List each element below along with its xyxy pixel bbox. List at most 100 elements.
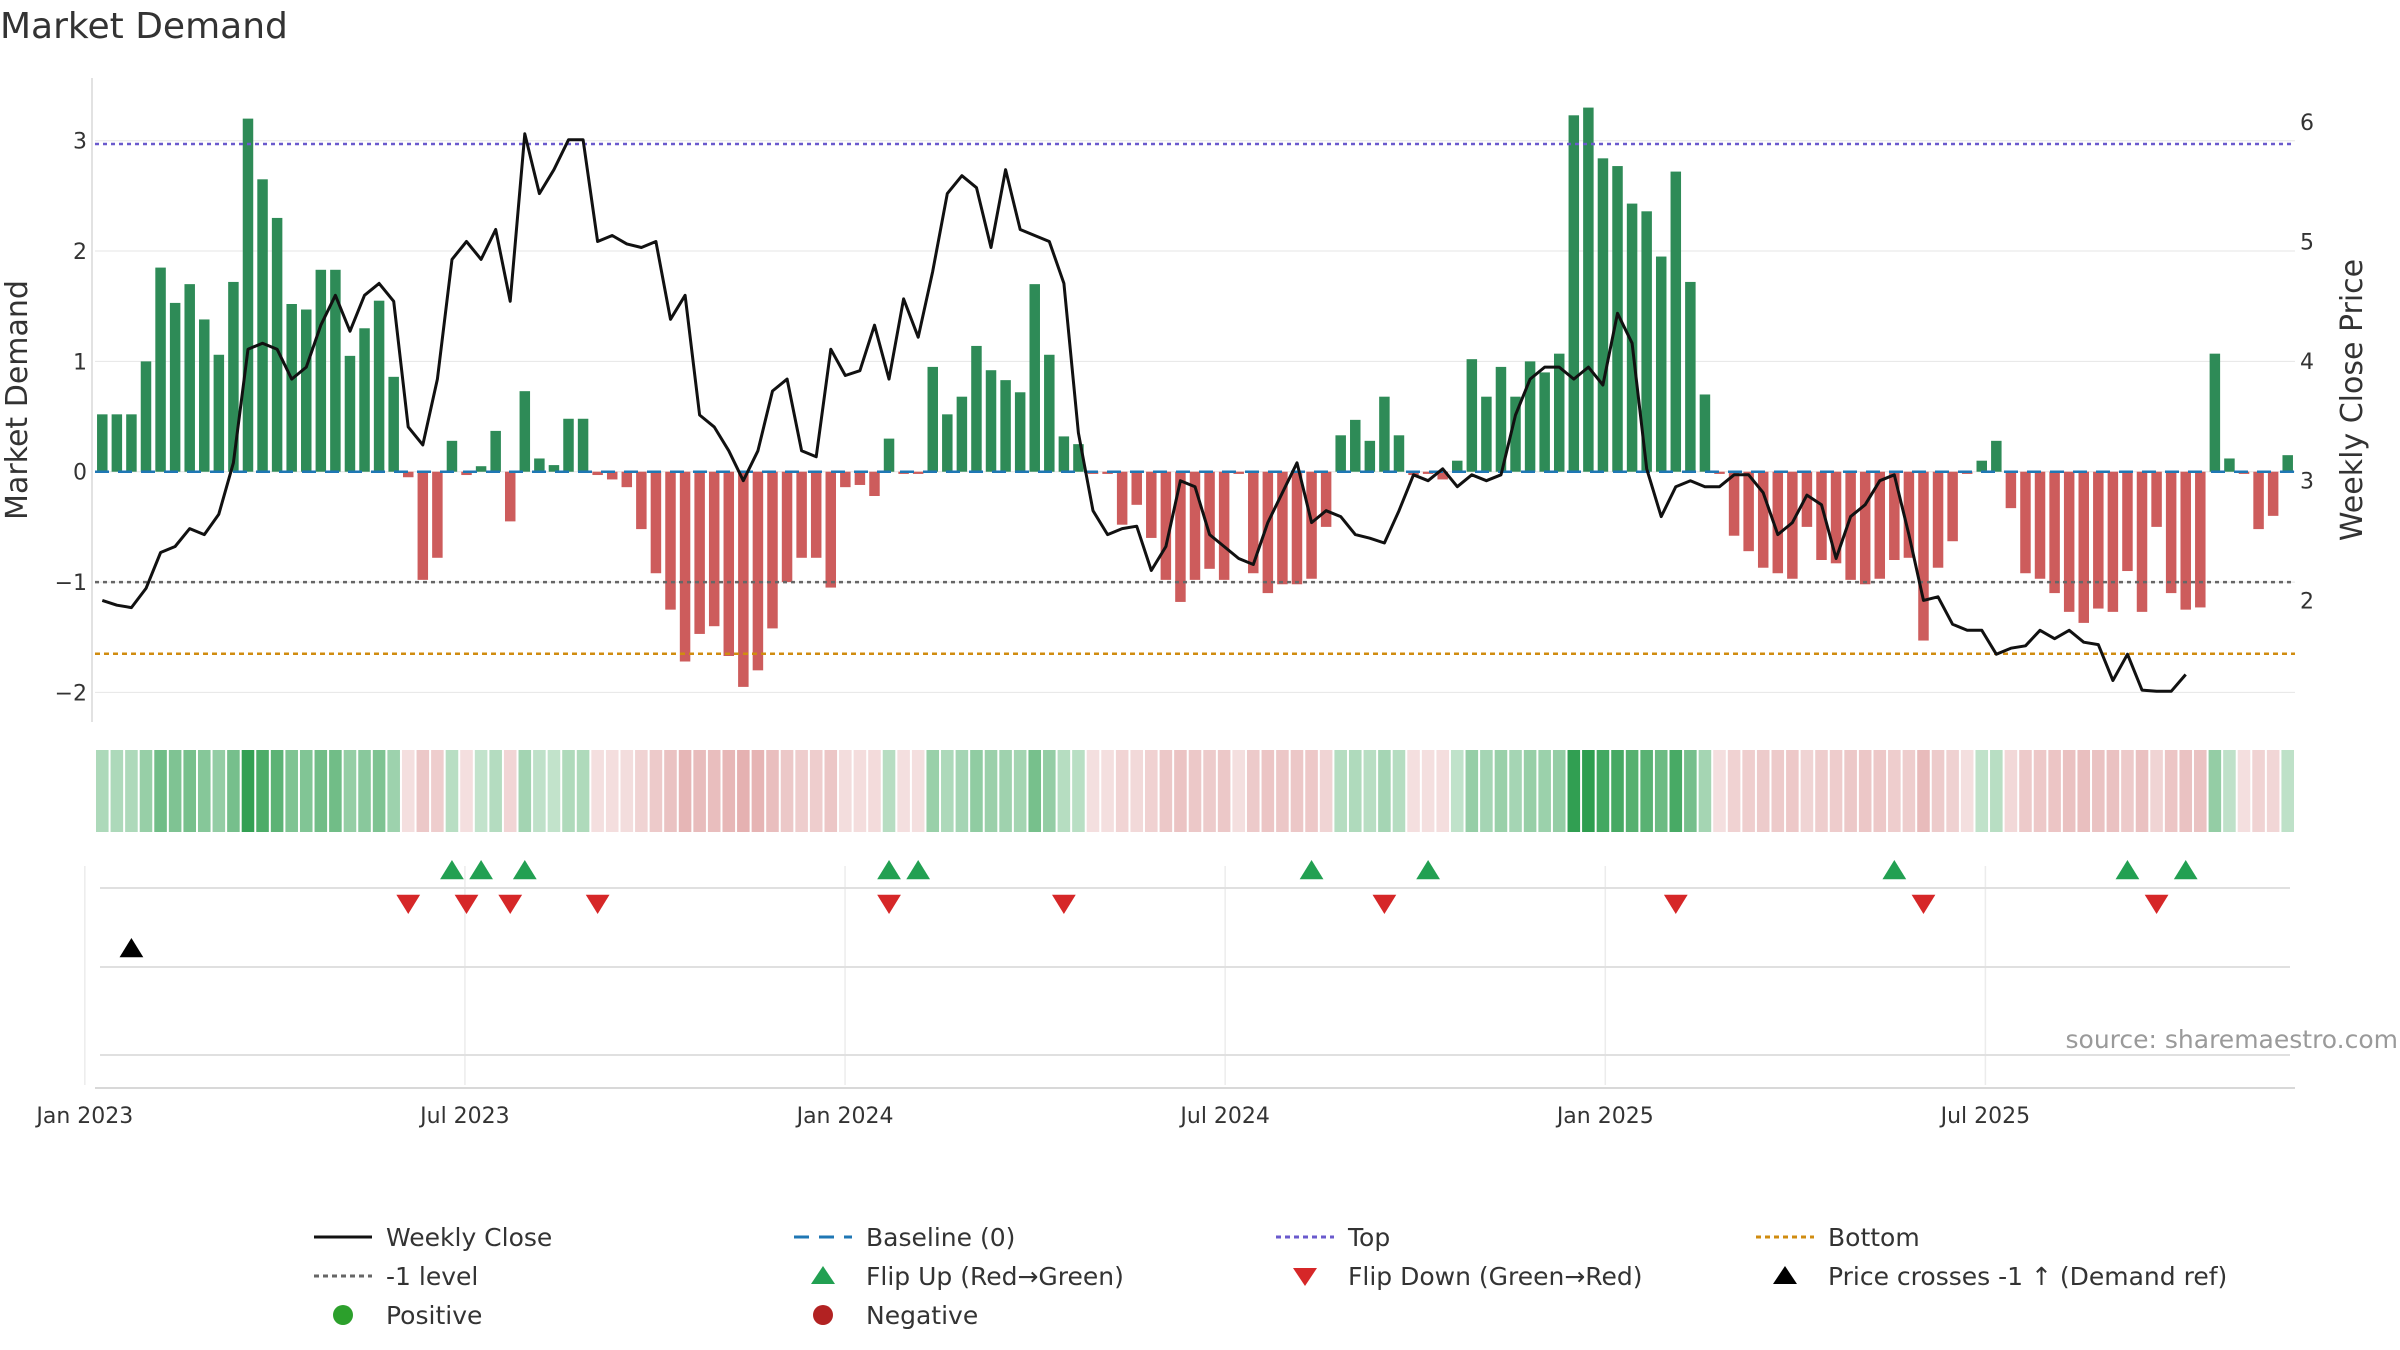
heat-cell (2208, 750, 2222, 832)
demand-bar (2049, 471, 2060, 594)
heat-cell (1450, 750, 1464, 832)
heat-cell (1494, 750, 1508, 832)
heat-cell (1348, 750, 1362, 832)
heat-cell (2194, 750, 2207, 832)
heat-cell (125, 750, 138, 832)
heat-cell (1596, 750, 1610, 832)
heat-cell (868, 750, 881, 832)
legend-item: Price crosses -1 ↑ (Demand ref) (1773, 1262, 2227, 1291)
heat-cell (2062, 750, 2076, 832)
demand-bar (184, 284, 195, 472)
flip-down-marker (396, 894, 421, 914)
y-left-tick-label: −1 (55, 571, 87, 596)
demand-bar (1918, 471, 1929, 641)
demand-bar (927, 366, 938, 472)
demand-bar (2078, 471, 2089, 623)
heat-cell (766, 750, 779, 832)
heat-cell (431, 750, 444, 832)
demand-bar (461, 471, 472, 476)
demand-bar (388, 376, 399, 472)
demand-bar (2195, 471, 2206, 608)
heat-cell (1625, 750, 1639, 832)
heat-cell (1363, 750, 1377, 832)
demand-bar (1218, 471, 1230, 580)
legend-label: Flip Up (Red→Green) (866, 1262, 1124, 1291)
heat-cell (999, 750, 1012, 832)
demand-bar (1597, 158, 1609, 472)
demand-bar (1903, 471, 1915, 558)
heat-cell (314, 750, 328, 832)
heat-cell (1800, 750, 1814, 832)
heat-cell (285, 750, 298, 832)
demand-bar (1495, 366, 1507, 472)
y-right-tick-label: 4 (2300, 350, 2314, 375)
demand-bar (796, 471, 807, 558)
demand-bar (1073, 444, 1084, 472)
heat-cell (1552, 750, 1566, 832)
heat-cell (139, 750, 153, 832)
heat-cell (2048, 750, 2061, 832)
heat-cell (1203, 750, 1216, 832)
heat-cell (2092, 750, 2105, 832)
flip-down-marker (877, 894, 901, 914)
heat-cell (1509, 750, 1522, 832)
flip-down-marker (454, 894, 479, 914)
demand-bar (694, 471, 705, 634)
demand-bar (111, 414, 123, 472)
demand-bar (1714, 471, 1725, 474)
demand-bar (1306, 471, 1317, 579)
heat-cell (2150, 750, 2163, 832)
legend-label: Top (1347, 1223, 1390, 1252)
chart-title: Market Demand (0, 6, 288, 47)
y-left-axis-title: Market Demand (0, 280, 35, 520)
flip-up-marker (906, 860, 931, 880)
legend-swatch (1773, 1266, 1797, 1284)
heat-cell (649, 750, 663, 832)
demand-bar (1335, 435, 1346, 472)
flip-up-marker (1299, 860, 1324, 880)
demand-bar (2136, 471, 2148, 612)
heat-cell (751, 750, 765, 832)
demand-bar (1932, 471, 1944, 568)
demand-bar (2122, 471, 2133, 572)
heat-cell (1407, 750, 1420, 832)
demand-bar (665, 471, 676, 610)
heat-cell (1217, 750, 1231, 832)
heat-cell (1756, 750, 1770, 832)
demand-bar (2253, 471, 2264, 530)
heat-cell (1975, 750, 1989, 832)
heat-cell (1188, 750, 1202, 832)
weekly-close-line (101, 132, 2187, 693)
demand-bar (985, 370, 997, 472)
legend-swatch (813, 1305, 833, 1325)
demand-bar (2282, 455, 2293, 472)
heat-cell (605, 750, 619, 832)
flip-up-marker (469, 860, 493, 880)
y-right-tick-label: 2 (2300, 589, 2314, 614)
demand-bar (2165, 471, 2177, 594)
heat-cell (853, 750, 867, 832)
demand-bar (155, 267, 166, 472)
demand-bar (956, 396, 968, 472)
heat-cell (474, 750, 488, 832)
heat-cell (518, 750, 532, 832)
demand-bar (228, 281, 239, 472)
demand-bar (2093, 471, 2104, 609)
heat-cell (2164, 750, 2178, 832)
heat-cell (1786, 750, 1799, 832)
heat-cell (678, 750, 692, 832)
demand-bar (1204, 471, 1215, 569)
demand-bar (650, 471, 662, 574)
heat-cell (722, 750, 736, 832)
demand-bar (534, 458, 545, 472)
heat-cell (299, 750, 313, 832)
demand-bar (606, 471, 618, 480)
heat-cell (839, 750, 852, 832)
demand-bar (912, 471, 924, 474)
demand-bar (1524, 361, 1536, 472)
demand-bar (1262, 471, 1274, 594)
heat-cell (1305, 750, 1318, 832)
legend-label: Bottom (1828, 1223, 1920, 1252)
heat-cell (2004, 750, 2018, 832)
